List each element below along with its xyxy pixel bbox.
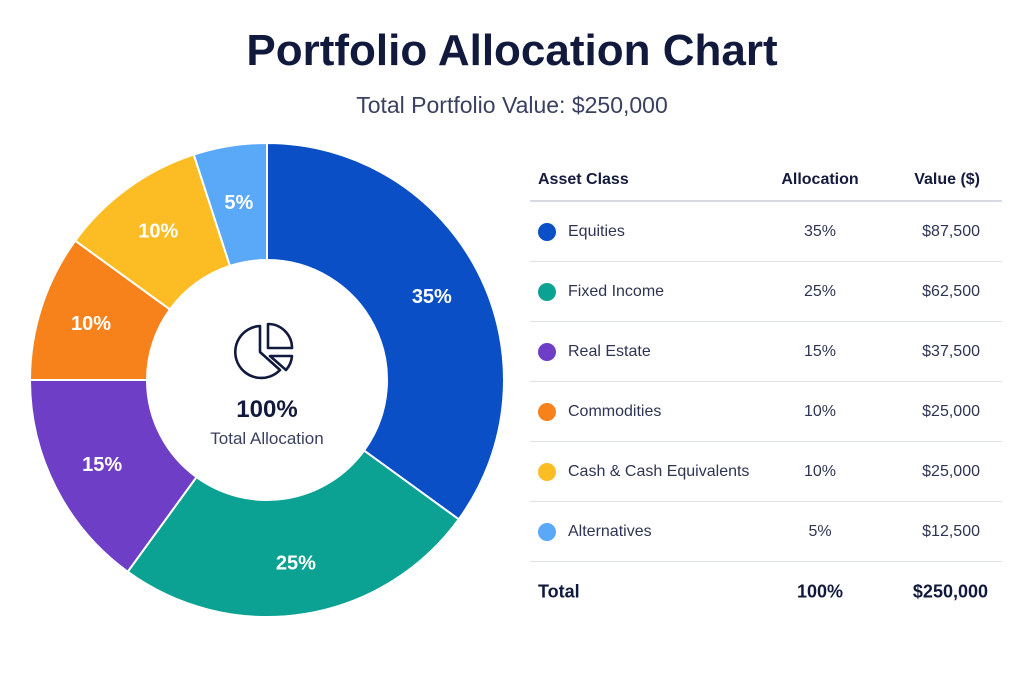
asset-allocation: 5% <box>808 522 832 540</box>
center-total-value: 100% <box>236 396 298 423</box>
donut-slice-alternatives <box>192 141 268 268</box>
donut-slice-equities <box>266 141 505 521</box>
asset-value: $37,500 <box>922 342 980 360</box>
total-allocation: 100% <box>796 581 844 601</box>
legend-dot <box>538 222 556 241</box>
donut-chart: 35% 25% 15% 10% 10% 5% <box>28 141 505 618</box>
donut-slice-fixed-income <box>126 449 461 618</box>
table-row: Equities 35% $87,500 <box>530 202 1002 262</box>
donut-slice-real-estate <box>28 379 198 574</box>
asset-allocation: 10% <box>803 462 837 480</box>
asset-allocation: 25% <box>803 282 837 300</box>
allocation-table: Asset Class Allocation Value ($) Equitie… <box>530 160 1002 621</box>
table-row: Alternatives 5% $12,500 <box>530 502 1002 562</box>
legend-dot <box>538 522 556 541</box>
center-total-label: Total Allocation <box>210 429 324 448</box>
asset-name: Fixed Income <box>568 282 665 300</box>
slice-label: 35% <box>412 286 452 308</box>
chart-title: Portfolio Allocation Chart <box>246 26 778 75</box>
slice-label: 10% <box>138 220 178 242</box>
asset-value: $87,500 <box>922 222 980 240</box>
asset-value: $62,500 <box>922 282 980 300</box>
total-value: $250,000 <box>912 581 988 601</box>
asset-value: $25,000 <box>922 402 980 420</box>
asset-name: Alternatives <box>568 522 652 540</box>
slice-label: 10% <box>71 313 111 335</box>
legend-dot <box>538 342 556 361</box>
asset-value: $12,500 <box>922 522 980 540</box>
table-row: Real Estate 15% $37,500 <box>530 322 1002 382</box>
table-total-row: Total 100% $250,000 <box>530 562 1002 621</box>
table-row: Commodities 10% $25,000 <box>530 382 1002 442</box>
total-label: Total <box>538 581 580 601</box>
slice-label: 5% <box>224 192 253 214</box>
legend-dot <box>538 282 556 301</box>
slice-label: 25% <box>276 553 316 575</box>
chart-subtitle: Total Portfolio Value: $250,000 <box>356 92 668 118</box>
asset-name: Real Estate <box>568 342 651 360</box>
legend-dot <box>538 462 556 481</box>
table-header: Asset Class Allocation Value ($) <box>530 160 1002 202</box>
header-asset-class: Asset Class <box>538 171 629 188</box>
header-allocation: Allocation <box>781 171 859 188</box>
legend-dot <box>538 402 556 421</box>
slice-label: 15% <box>82 454 122 476</box>
asset-allocation: 35% <box>803 222 837 240</box>
asset-name: Commodities <box>568 402 662 420</box>
header-value: Value ($) <box>914 171 980 188</box>
asset-name: Cash & Cash Equivalents <box>568 462 750 480</box>
asset-value: $25,000 <box>922 462 980 480</box>
asset-name: Equities <box>568 222 625 240</box>
asset-allocation: 15% <box>803 342 837 360</box>
asset-allocation: 10% <box>803 402 837 420</box>
table-row: Cash & Cash Equivalents 10% $25,000 <box>530 442 1002 502</box>
pie-chart-icon <box>234 322 294 380</box>
table-row: Fixed Income 25% $62,500 <box>530 262 1002 322</box>
